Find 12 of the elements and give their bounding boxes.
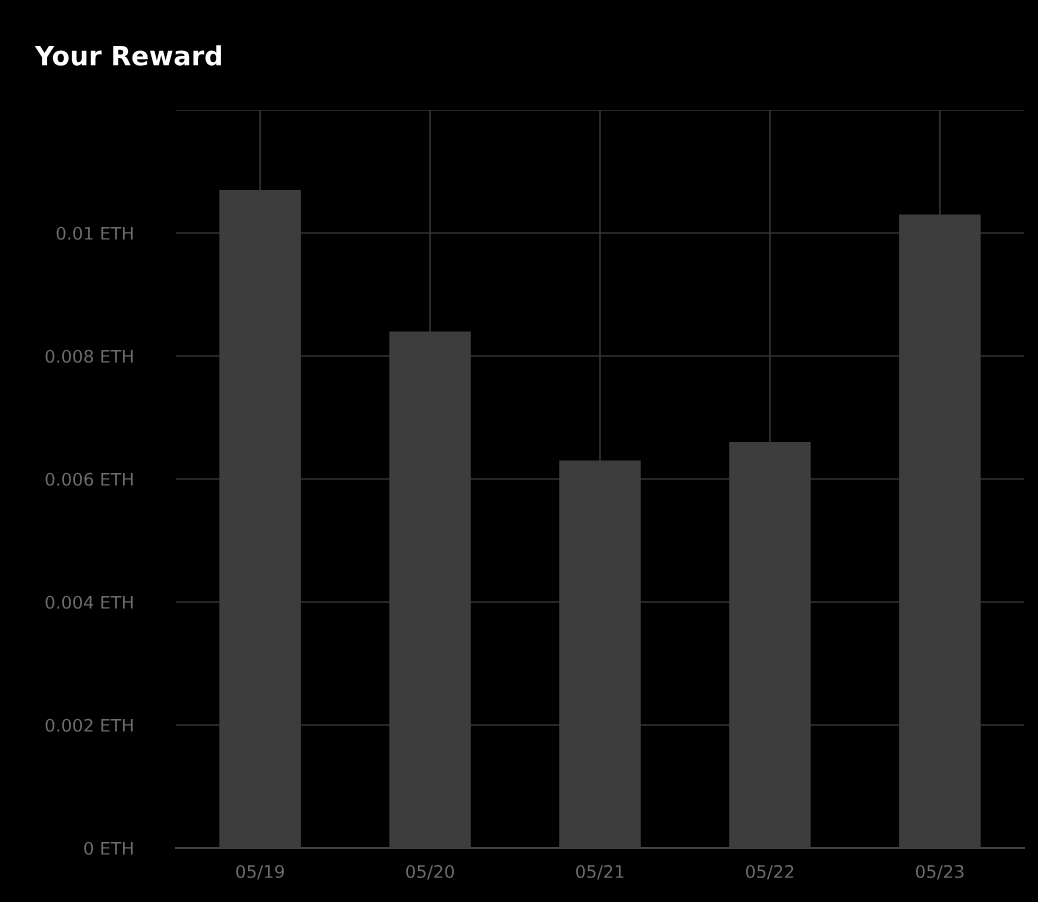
x-tick-label: 05/19	[236, 864, 284, 880]
y-tick-label: 0.004 ETH	[45, 595, 133, 609]
chart-title: Your Reward	[34, 45, 221, 66]
x-tick-label: 05/23	[916, 864, 964, 880]
x-tick-label: 05/22	[746, 864, 794, 880]
y-tick-label: 0.01 ETH	[56, 226, 133, 240]
y-tick-label: 0.002 ETH	[45, 718, 133, 732]
y-tick-label: 0.006 ETH	[45, 472, 133, 486]
x-tick-label: 05/20	[406, 864, 454, 880]
x-tick-label: 05/21	[576, 864, 624, 880]
y-tick-label: 0.008 ETH	[45, 349, 133, 363]
y-tick-label: 0 ETH	[84, 841, 133, 855]
